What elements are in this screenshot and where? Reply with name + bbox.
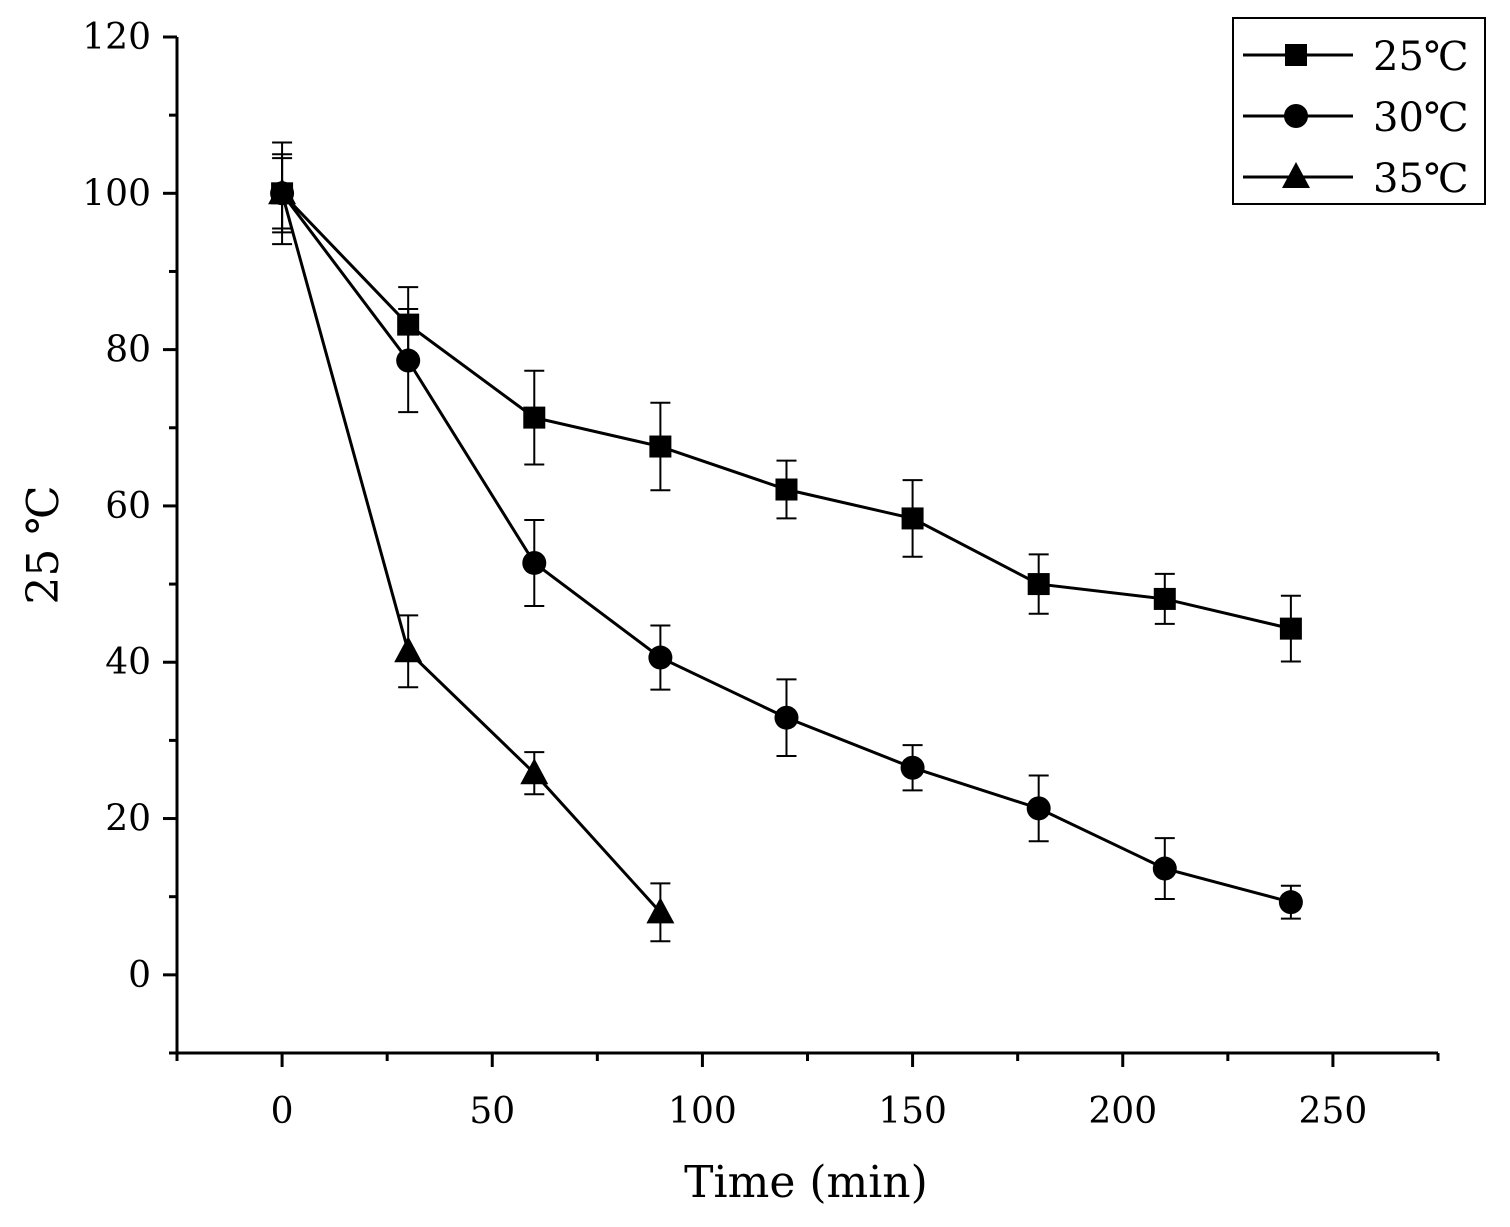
data-point xyxy=(1153,587,1176,610)
legend-label: 30℃ xyxy=(1373,95,1469,141)
data-point xyxy=(648,645,673,670)
legend-marker xyxy=(1284,104,1308,128)
series-line xyxy=(281,192,1292,631)
legend-label: 35℃ xyxy=(1373,156,1469,202)
data-point xyxy=(775,478,798,501)
y-tick-label: 120 xyxy=(82,17,151,58)
series-triangle xyxy=(268,157,675,943)
data-point xyxy=(900,755,925,780)
legend-marker xyxy=(1285,44,1307,66)
data-point xyxy=(649,435,672,458)
data-point xyxy=(523,406,546,429)
data-point xyxy=(396,348,421,373)
y-tick-label: 0 xyxy=(128,955,151,996)
data-point xyxy=(1152,856,1177,881)
data-point xyxy=(1279,617,1302,640)
x-tick-label: 50 xyxy=(469,1091,515,1132)
data-point xyxy=(901,507,924,530)
data-point xyxy=(1027,573,1050,596)
y-tick-label: 60 xyxy=(105,486,151,527)
axes: 0 20 40 60 80 100 120 0 50 100 150 200 250 xyxy=(82,17,1440,1132)
y-tick-label: 100 xyxy=(82,173,151,214)
y-axis-title: 25 ℃ xyxy=(18,485,69,604)
data-point xyxy=(268,178,297,205)
y-tick-label: 40 xyxy=(105,642,151,683)
data-point xyxy=(1278,890,1303,915)
x-tick-label: 0 xyxy=(271,1091,294,1132)
legend-marker xyxy=(1282,162,1310,188)
y-tick-label: 20 xyxy=(105,799,151,840)
legend-box xyxy=(1232,17,1486,205)
data-point xyxy=(774,705,799,730)
data-point xyxy=(646,897,675,924)
data-point xyxy=(1026,796,1051,821)
data-point xyxy=(522,550,547,575)
y-tick-label: 80 xyxy=(105,330,151,371)
series-line xyxy=(280,192,1292,904)
legend: 25℃ 30℃ 35℃ xyxy=(1232,17,1486,205)
legend-label: 25℃ xyxy=(1373,34,1469,80)
x-tick-label: 200 xyxy=(1088,1091,1157,1132)
data-point xyxy=(394,636,423,663)
x-axis-title: Time (min) xyxy=(684,1157,928,1208)
series-square xyxy=(271,141,1302,663)
series-circle xyxy=(270,153,1303,920)
x-tick-label: 100 xyxy=(668,1091,737,1132)
plot-series xyxy=(268,141,1303,943)
x-tick-label: 250 xyxy=(1299,1091,1368,1132)
x-tick-label: 150 xyxy=(878,1091,947,1132)
series-line xyxy=(280,192,662,914)
data-point xyxy=(520,758,549,785)
